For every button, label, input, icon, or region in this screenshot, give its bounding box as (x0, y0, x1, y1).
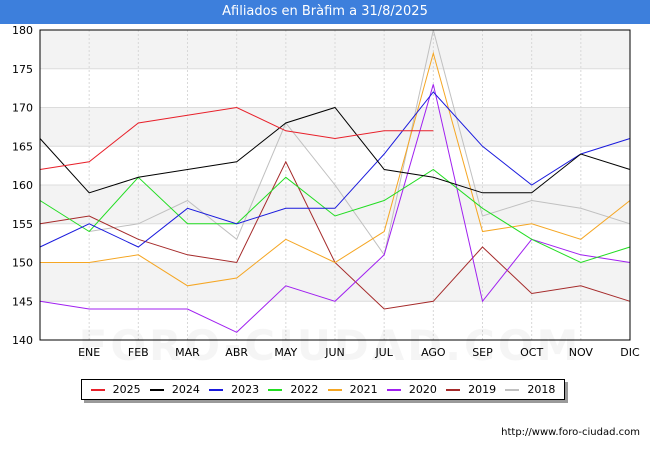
legend-swatch (505, 388, 520, 391)
y-tick-label: 160 (12, 179, 33, 192)
legend-label: 2021 (349, 383, 378, 396)
series-lines (39, 29, 631, 333)
x-tick-label: JUN (324, 346, 345, 359)
legend-swatch (446, 388, 461, 391)
legend-item-2021: 2021 (327, 383, 378, 396)
source-link[interactable]: http://www.foro-ciudad.com (501, 427, 640, 438)
legend-item-2019: 2019 (446, 383, 496, 396)
y-tick-label: 145 (12, 295, 33, 308)
y-tick-label: 165 (12, 140, 33, 153)
series-line-2025 (39, 106, 434, 170)
legend-item-2023: 2023 (209, 383, 259, 396)
legend-swatch (327, 388, 342, 391)
y-tick-label: 155 (12, 218, 33, 231)
legend-swatch (90, 388, 105, 391)
series-line-2023 (39, 91, 631, 248)
legend-swatch (209, 388, 224, 391)
y-tick-label: 170 (12, 102, 33, 115)
y-tick-label: 150 (12, 257, 33, 270)
y-tick-labels: 140 145 150 155 160 165 170 175 180 (12, 24, 33, 347)
series-line-2021 (40, 51, 631, 287)
x-tick-label: ABR (225, 346, 248, 359)
chart-title: Afiliados en Bràfim a 31/8/2025 (0, 0, 650, 24)
x-tick-label: MAY (274, 346, 297, 359)
legend-label: 2020 (408, 383, 437, 396)
x-tick-label: MAR (175, 346, 200, 359)
legend-label: 2018 (527, 383, 556, 396)
x-tick-labels: ENE FEB MAR ABR MAY JUN JUL AGO SEP OCT NOV DIC (78, 346, 640, 359)
legend: 2025 2024 2023 2022 2021 2020 2019 2018 (81, 379, 565, 400)
legend-item-2018: 2018 (505, 383, 555, 396)
legend-label: 2023 (231, 383, 260, 396)
legend-label: 2025 (112, 383, 141, 396)
x-tick-label: OCT (520, 346, 543, 359)
axes (39, 29, 631, 341)
legend-label: 2024 (171, 383, 200, 396)
x-tick-label: NOV (569, 346, 594, 359)
x-tick-label: AGO (421, 346, 446, 359)
watermark: FORO-CIUDAD.COM (79, 321, 582, 370)
y-tick-label: 180 (12, 24, 33, 37)
series-line-2018 (89, 29, 631, 257)
x-tick-label: DIC (620, 346, 640, 359)
x-tick-label: FEB (128, 346, 149, 359)
legend-swatch (149, 388, 164, 391)
legend-item-2022: 2022 (268, 383, 318, 396)
series-line-2024 (39, 106, 631, 194)
y-tick-label: 175 (12, 63, 33, 76)
plot-frame (39, 29, 631, 341)
legend-item-2025: 2025 (90, 383, 141, 396)
x-tick-label: JUL (374, 346, 393, 359)
legend-label: 2022 (290, 383, 319, 396)
y-tick-label: 140 (12, 334, 33, 347)
x-tick-label: ENE (78, 346, 100, 359)
legend-label: 2019 (468, 383, 497, 396)
legend-swatch (268, 388, 283, 391)
legend-item-2020: 2020 (386, 383, 437, 396)
x-tick-label: SEP (472, 346, 493, 359)
legend-swatch (386, 388, 401, 391)
legend-item-2024: 2024 (149, 383, 200, 396)
